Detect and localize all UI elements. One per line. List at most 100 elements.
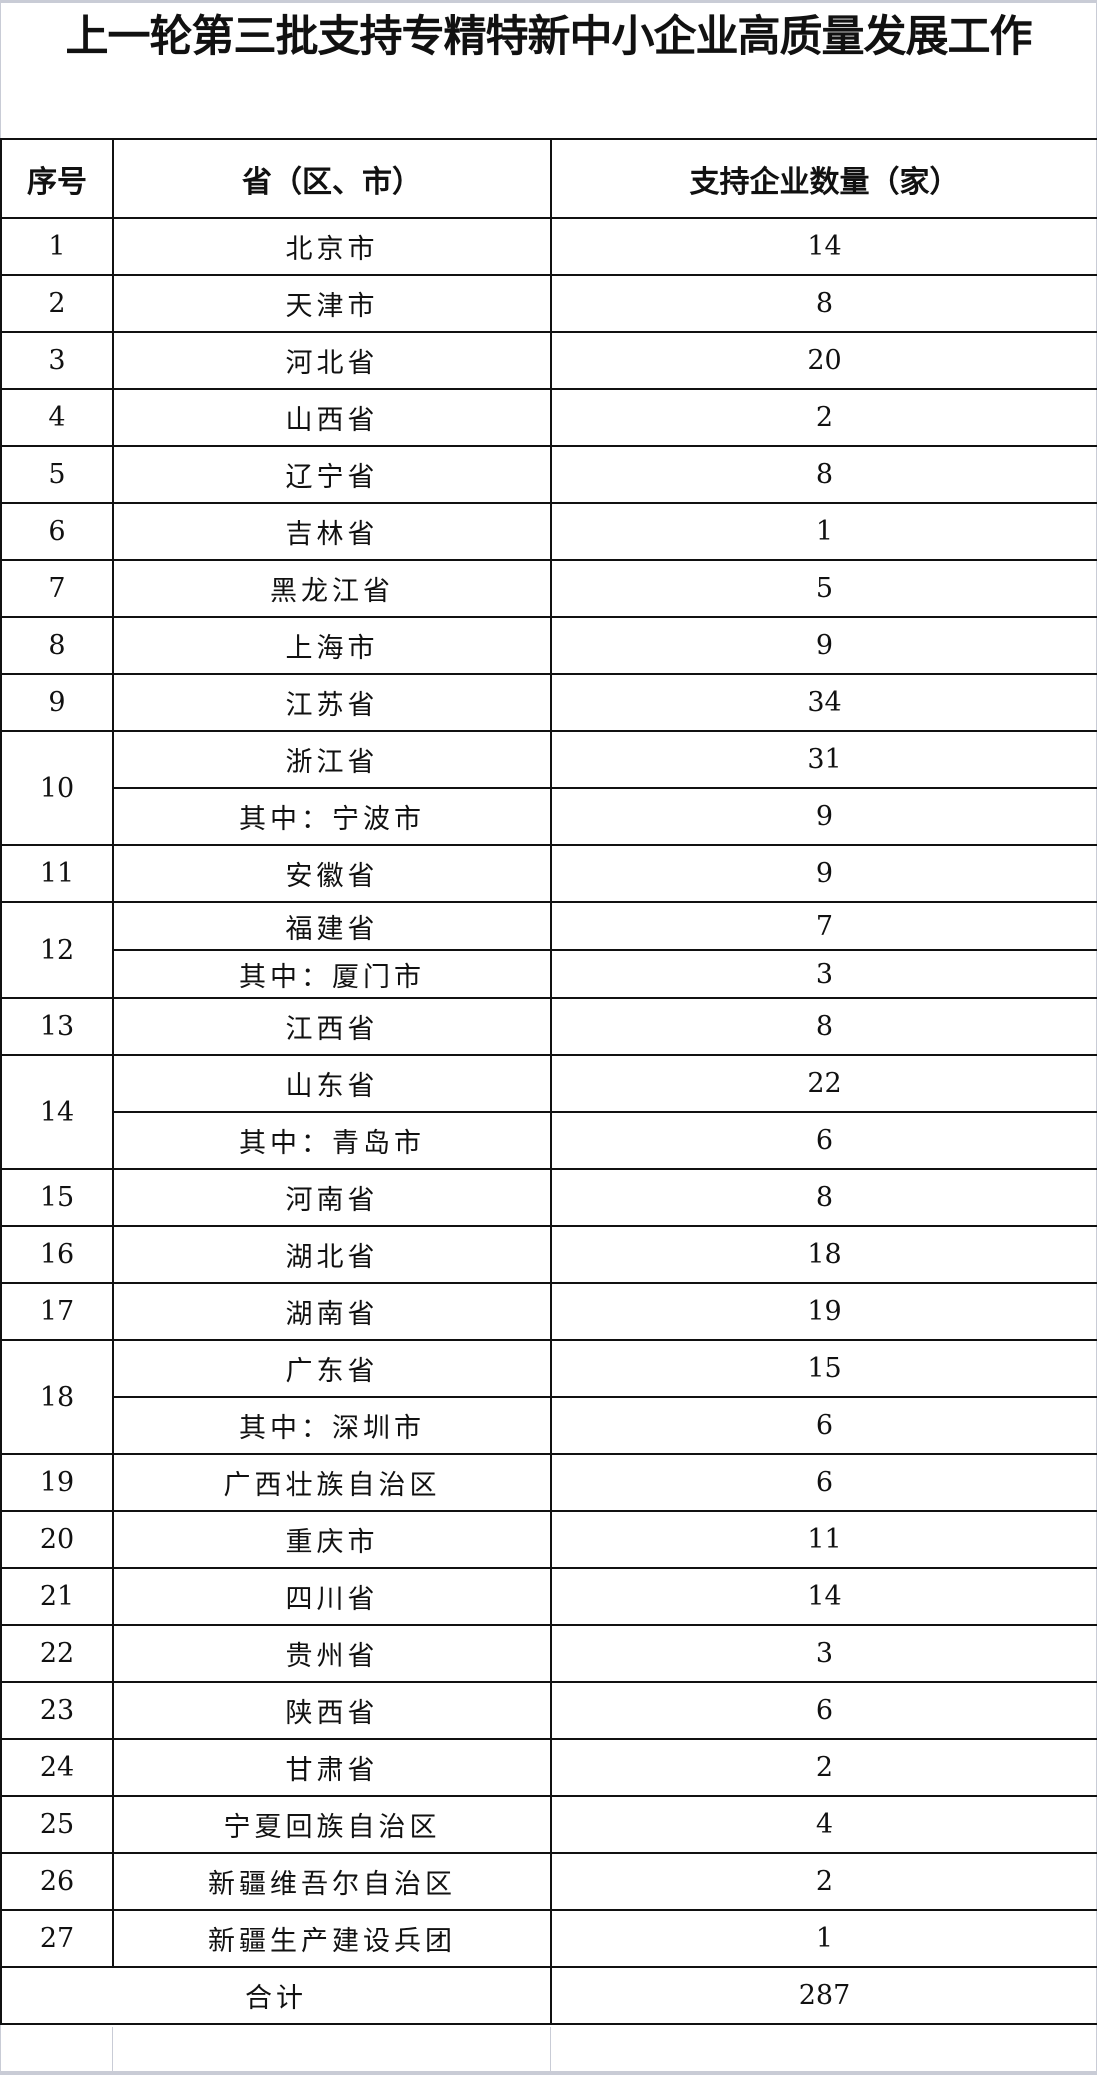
- table-row: 23 陕西省 6: [0, 1681, 1097, 1740]
- row-number: 20: [0, 1510, 114, 1569]
- row-number: 10: [0, 730, 114, 846]
- table-row: 其中：宁波市 9: [1, 787, 1097, 846]
- table-row: 2 天津市 8: [0, 274, 1097, 333]
- table-row: 1 北京市 14: [0, 217, 1097, 276]
- enterprise-count: 22: [550, 1054, 1097, 1113]
- enterprise-count: 8: [550, 274, 1097, 333]
- table-row: 9 江苏省 34: [0, 673, 1097, 732]
- region-name: 新疆生产建设兵团: [112, 1909, 552, 1968]
- region-name: 上海市: [112, 616, 552, 675]
- row-number: 24: [0, 1738, 114, 1797]
- row-number: 12: [0, 901, 114, 999]
- table-row: 27 新疆生产建设兵团 1: [0, 1909, 1097, 1968]
- row-number: 18: [0, 1339, 114, 1455]
- row-number: 4: [0, 388, 114, 447]
- enterprise-count: 6: [550, 1453, 1097, 1512]
- row-number: 26: [0, 1852, 114, 1911]
- region-name: 广东省: [112, 1339, 552, 1398]
- table-row: 其中：深圳市 6: [1, 1396, 1097, 1455]
- table-row: 17 湖南省 19: [0, 1282, 1097, 1341]
- table-row: 13 江西省 8: [0, 997, 1097, 1056]
- region-name: 湖北省: [112, 1225, 552, 1284]
- enterprise-count: 19: [550, 1282, 1097, 1341]
- region-name: 其中：青岛市: [112, 1111, 552, 1170]
- enterprise-count: 2: [550, 388, 1097, 447]
- enterprise-count: 3: [550, 1624, 1097, 1683]
- enterprise-count: 1: [550, 502, 1097, 561]
- row-number: 15: [0, 1168, 114, 1227]
- table-row: 21 四川省 14: [0, 1567, 1097, 1626]
- table-row: 6 吉林省 1: [0, 502, 1097, 561]
- table-row: 7 黑龙江省 5: [0, 559, 1097, 618]
- enterprise-count: 15: [550, 1339, 1097, 1398]
- grid-line: [550, 2027, 551, 2073]
- row-number: 17: [0, 1282, 114, 1341]
- table-row: 18 广东省 15: [0, 1339, 1097, 1455]
- region-name: 陕西省: [112, 1681, 552, 1740]
- header-row: 序号 省（区、市） 支持企业数量（家）: [0, 138, 1097, 219]
- enterprise-count: 6: [550, 1396, 1097, 1455]
- region-name: 贵州省: [112, 1624, 552, 1683]
- region-name: 江西省: [112, 997, 552, 1056]
- region-name: 吉林省: [112, 502, 552, 561]
- page-title: 上一轮第三批支持专精特新中小企业高质量发展工作: [65, 12, 1033, 62]
- region-name: 新疆维吾尔自治区: [112, 1852, 552, 1911]
- header-count: 支持企业数量（家）: [550, 138, 1097, 219]
- table-row: 10 浙江省 31: [0, 730, 1097, 846]
- row-number: 13: [0, 997, 114, 1056]
- row-number: 21: [0, 1567, 114, 1626]
- row-number: 22: [0, 1624, 114, 1683]
- row-number: 8: [0, 616, 114, 675]
- enterprise-count: 6: [550, 1111, 1097, 1170]
- region-name: 四川省: [112, 1567, 552, 1626]
- total-label: 合计: [0, 1966, 552, 2025]
- table-row: 其中：青岛市 6: [1, 1111, 1097, 1170]
- region-name: 其中：宁波市: [112, 787, 552, 846]
- region-name: 其中：厦门市: [112, 949, 552, 999]
- enterprise-count: 14: [550, 217, 1097, 276]
- region-name: 宁夏回族自治区: [112, 1795, 552, 1854]
- table-row: 11 安徽省 9: [0, 844, 1097, 903]
- enterprise-count: 9: [550, 616, 1097, 675]
- enterprise-count: 11: [550, 1510, 1097, 1569]
- row-number: 1: [0, 217, 114, 276]
- region-name: 辽宁省: [112, 445, 552, 504]
- row-number: 2: [0, 274, 114, 333]
- region-name: 江苏省: [112, 673, 552, 732]
- row-number: 25: [0, 1795, 114, 1854]
- enterprise-count: 34: [550, 673, 1097, 732]
- region-name: 重庆市: [112, 1510, 552, 1569]
- enterprise-count: 5: [550, 559, 1097, 618]
- row-number: 23: [0, 1681, 114, 1740]
- table-row: 14 山东省 22: [0, 1054, 1097, 1170]
- total-count: 287: [550, 1966, 1097, 2025]
- row-number: 11: [0, 844, 114, 903]
- table-row: 24 甘肃省 2: [0, 1738, 1097, 1797]
- header-no: 序号: [0, 138, 114, 219]
- table-row: 25 宁夏回族自治区 4: [0, 1795, 1097, 1854]
- enterprise-count: 14: [550, 1567, 1097, 1626]
- region-name: 福建省: [112, 901, 552, 951]
- enterprise-count: 8: [550, 1168, 1097, 1227]
- row-number: 27: [0, 1909, 114, 1968]
- enterprise-count: 1: [550, 1909, 1097, 1968]
- region-name: 黑龙江省: [112, 559, 552, 618]
- region-name: 北京市: [112, 217, 552, 276]
- data-table: 序号 省（区、市） 支持企业数量（家） 1 北京市 14 2 天津市 8 3 河北省 20 4 山西…: [0, 138, 1097, 2025]
- region-name: 山东省: [112, 1054, 552, 1113]
- region-name: 山西省: [112, 388, 552, 447]
- enterprise-count: 6: [550, 1681, 1097, 1740]
- region-name: 甘肃省: [112, 1738, 552, 1797]
- row-number: 16: [0, 1225, 114, 1284]
- bottom-border: [0, 2071, 1097, 2075]
- enterprise-count: 9: [550, 787, 1097, 846]
- enterprise-count: 31: [550, 730, 1097, 789]
- table-row: 其中：厦门市 3: [1, 949, 1097, 999]
- row-number: 14: [0, 1054, 114, 1170]
- enterprise-count: 9: [550, 844, 1097, 903]
- row-number: 6: [0, 502, 114, 561]
- region-name: 湖南省: [112, 1282, 552, 1341]
- region-name: 河北省: [112, 331, 552, 390]
- table-row: 19 广西壮族自治区 6: [0, 1453, 1097, 1512]
- table-row: 15 河南省 8: [0, 1168, 1097, 1227]
